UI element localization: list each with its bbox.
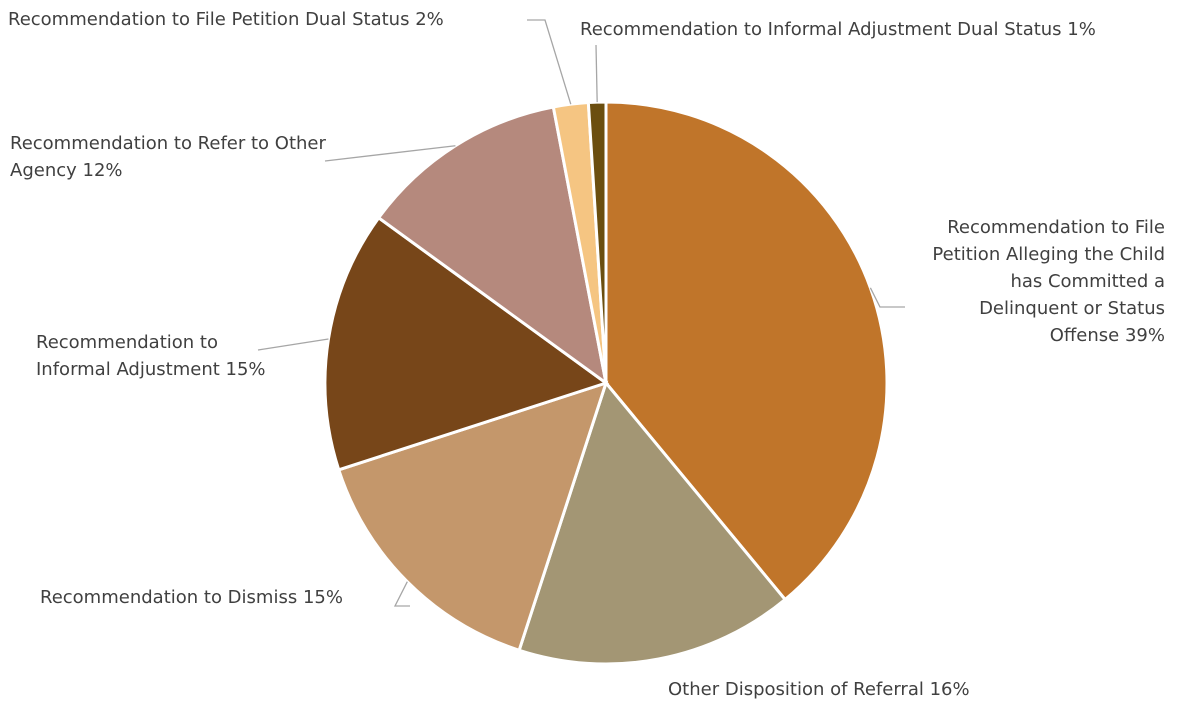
category-name: Recommendation to Refer to Other Agency: [10, 133, 326, 181]
pie-slice: [604, 100, 889, 602]
data-label: Recommendation to Informal Adjustment Du…: [580, 16, 1096, 43]
category-name: Recommendation to File Petition Dual Sta…: [8, 9, 410, 30]
leader-line: [869, 287, 905, 308]
category-name: Recommendation to Dismiss: [40, 587, 298, 608]
category-name: Other Disposition of Referral: [668, 679, 924, 700]
value-label: 12%: [82, 160, 123, 181]
pie-slice: [323, 215, 610, 472]
pie-slice: [336, 380, 609, 653]
value-label: 15%: [225, 359, 266, 380]
pie-slice: [517, 379, 788, 666]
leader-line: [257, 338, 329, 351]
data-label: Recommendation to Informal Adjustment 15…: [36, 329, 266, 383]
category-name: Recommendation to Informal Adjustment Du…: [580, 19, 1062, 40]
data-label: Other Disposition of Referral 16%: [668, 676, 970, 703]
value-label: 1%: [1067, 19, 1096, 40]
data-label: Recommendation to File Petition Dual Sta…: [8, 6, 444, 33]
value-label: 16%: [929, 679, 970, 700]
value-label: 2%: [415, 9, 444, 30]
leader-line: [595, 44, 598, 103]
value-label: 39%: [1124, 325, 1165, 346]
category-name: Recommendation to File Petition Alleging…: [932, 217, 1165, 346]
data-label: Recommendation to File Petition Alleging…: [915, 214, 1165, 349]
data-label: Recommendation to Dismiss 15%: [40, 584, 343, 611]
leader-line: [393, 581, 410, 607]
data-label: Recommendation to Refer to Other Agency …: [10, 130, 330, 184]
value-label: 15%: [302, 587, 343, 608]
leader-line: [527, 19, 572, 105]
category-name: Recommendation to Informal Adjustment: [36, 332, 220, 380]
leader-line: [324, 145, 456, 162]
